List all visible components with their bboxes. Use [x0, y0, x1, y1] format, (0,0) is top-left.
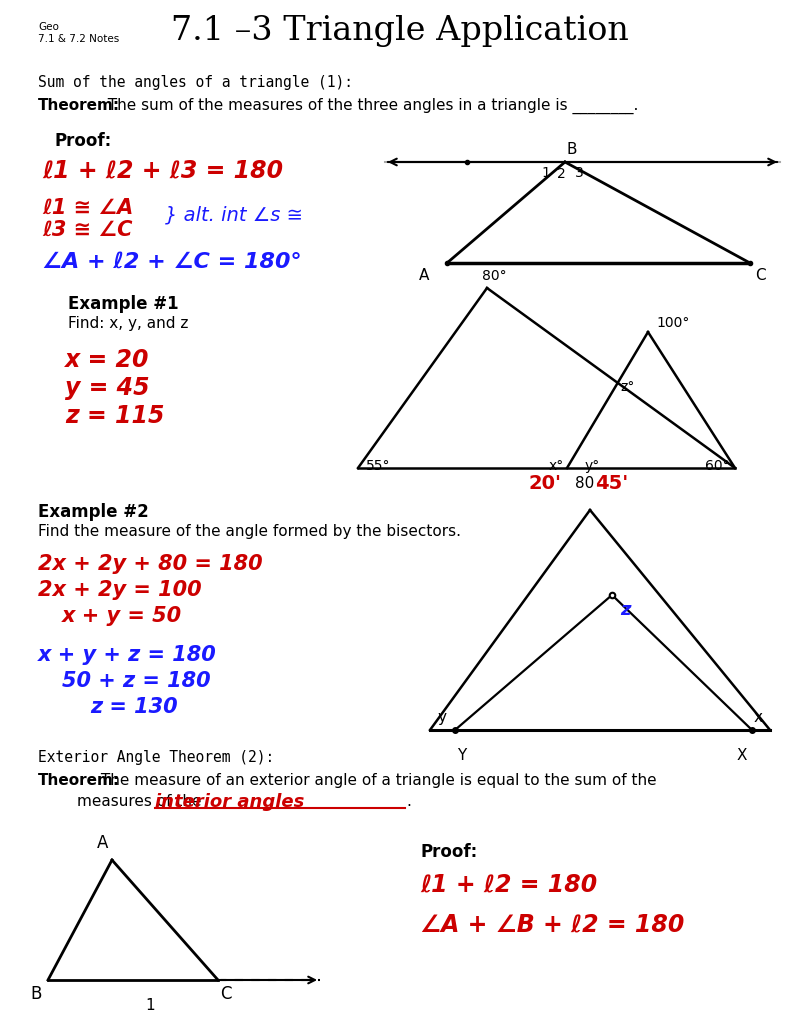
Text: x = 20: x = 20: [65, 348, 149, 372]
Text: X: X: [737, 748, 747, 763]
Text: z°: z°: [621, 380, 635, 394]
Text: z: z: [620, 601, 630, 618]
Text: 2x + 2y + 80 = 180: 2x + 2y + 80 = 180: [38, 554, 263, 574]
Text: Theorem:: Theorem:: [38, 773, 120, 788]
Text: ℓ1 + ℓ2 = 180: ℓ1 + ℓ2 = 180: [420, 872, 597, 896]
Text: Y: Y: [457, 748, 466, 763]
Text: 80: 80: [575, 476, 595, 490]
Text: 3: 3: [575, 166, 584, 180]
Text: ℓ3 ≅ ∠C: ℓ3 ≅ ∠C: [42, 220, 133, 240]
Text: Exterior Angle Theorem (2):: Exterior Angle Theorem (2):: [38, 750, 274, 765]
Text: ℓ1 ≅ ∠A: ℓ1 ≅ ∠A: [42, 198, 133, 218]
Text: ℓ1 + ℓ2 + ℓ3 = 180: ℓ1 + ℓ2 + ℓ3 = 180: [42, 158, 283, 182]
Text: The sum of the measures of the three angles in a triangle is ________.: The sum of the measures of the three ang…: [98, 98, 638, 115]
Text: 2x + 2y = 100: 2x + 2y = 100: [38, 580, 202, 600]
Text: The measure of an exterior angle of a triangle is equal to the sum of the: The measure of an exterior angle of a tr…: [96, 773, 657, 788]
Text: 55°: 55°: [366, 459, 391, 473]
Text: z = 130: z = 130: [90, 697, 178, 717]
Text: y: y: [437, 710, 446, 725]
Text: Proof:: Proof:: [420, 843, 477, 861]
Text: B: B: [30, 985, 41, 1002]
Text: C: C: [220, 985, 232, 1002]
Text: Find: x, y, and z: Find: x, y, and z: [68, 316, 188, 331]
Text: 60°: 60°: [705, 459, 729, 473]
Text: Example #2: Example #2: [38, 503, 149, 521]
Text: ∠A + ∠B + ℓ2 = 180: ∠A + ∠B + ℓ2 = 180: [420, 912, 684, 936]
Text: 7.1 & 7.2 Notes: 7.1 & 7.2 Notes: [38, 34, 119, 44]
Text: B: B: [567, 142, 577, 157]
Text: Find the measure of the angle formed by the bisectors.: Find the measure of the angle formed by …: [38, 524, 461, 539]
Text: 80°: 80°: [482, 269, 506, 283]
Text: Sum of the angles of a triangle (1):: Sum of the angles of a triangle (1):: [38, 75, 353, 90]
Text: A: A: [97, 834, 108, 852]
Text: ∠A + ℓ2 + ∠C = 180°: ∠A + ℓ2 + ∠C = 180°: [42, 252, 301, 272]
Text: 1: 1: [145, 998, 154, 1013]
Text: 2: 2: [557, 167, 566, 181]
Text: 7.1 –3 Triangle Application: 7.1 –3 Triangle Application: [171, 15, 629, 47]
Text: 20': 20': [529, 474, 562, 493]
Text: y°: y°: [585, 459, 600, 473]
Text: .: .: [406, 794, 411, 809]
Text: y = 45: y = 45: [65, 376, 149, 400]
Text: x + y + z = 180: x + y + z = 180: [38, 645, 217, 665]
Text: x: x: [754, 710, 763, 725]
Text: 45': 45': [595, 474, 628, 493]
Text: x + y = 50: x + y = 50: [62, 606, 182, 626]
Text: measures of the: measures of the: [38, 794, 206, 809]
Text: A: A: [418, 268, 429, 283]
Text: C: C: [755, 268, 766, 283]
Text: Proof:: Proof:: [55, 132, 112, 150]
Text: x°: x°: [549, 459, 564, 473]
Text: Example #1: Example #1: [68, 295, 179, 313]
Text: Geo: Geo: [38, 22, 59, 32]
Text: interior angles: interior angles: [155, 793, 305, 811]
Text: } alt. int ∠s ≅: } alt. int ∠s ≅: [165, 205, 303, 224]
Text: 1: 1: [541, 166, 550, 180]
Text: Theorem:: Theorem:: [38, 98, 120, 113]
Text: 100°: 100°: [656, 316, 690, 330]
Text: z = 115: z = 115: [65, 404, 165, 428]
Text: 50 + z = 180: 50 + z = 180: [62, 671, 210, 691]
